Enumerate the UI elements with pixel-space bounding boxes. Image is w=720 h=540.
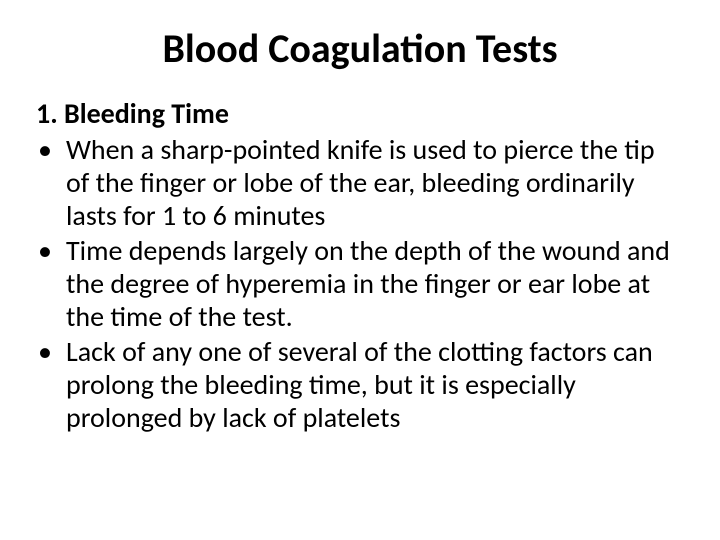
bullet-list: When a sharp-pointed knife is used to pi… — [36, 133, 684, 434]
list-item: When a sharp-pointed knife is used to pi… — [36, 133, 684, 232]
section-heading: 1. Bleeding Time — [36, 97, 684, 131]
list-item: Lack of any one of several of the clotti… — [36, 335, 684, 434]
slide: Blood Coagulation Tests 1. Bleeding Time… — [0, 0, 720, 540]
list-item: Time depends largely on the depth of the… — [36, 234, 684, 333]
page-title: Blood Coagulation Tests — [36, 24, 684, 73]
